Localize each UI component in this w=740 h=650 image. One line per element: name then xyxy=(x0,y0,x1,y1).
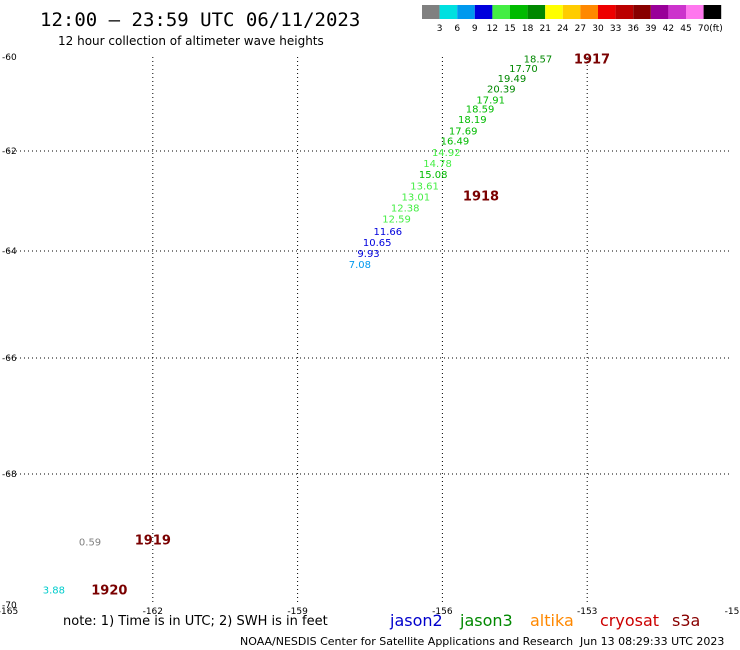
color-swatch xyxy=(615,5,634,19)
color-scale-label: 12 xyxy=(487,24,498,34)
y-tick-label: -66 xyxy=(2,354,17,364)
swh-value: 13.61 xyxy=(410,182,439,193)
swh-value: 7.08 xyxy=(349,260,371,271)
chart-subtitle: 12 hour collection of altimeter wave hei… xyxy=(58,34,324,48)
satellite-legend: jason2 jason3 altika cryosat s3a xyxy=(389,611,700,630)
swh-value: 0.59 xyxy=(79,537,101,548)
gridlines xyxy=(8,57,732,605)
y-tick-label: -60 xyxy=(2,53,17,63)
data-points: 18.5717.7019.4920.3917.9118.5918.1917.69… xyxy=(43,54,553,596)
color-swatch xyxy=(580,5,598,19)
color-swatch xyxy=(527,5,546,19)
chart-title: 12:00 – 23:59 UTC 06/11/2023 xyxy=(40,9,360,31)
color-scale-label: 30 xyxy=(592,24,604,34)
color-swatch xyxy=(439,5,458,19)
color-scale-unit: (ft) xyxy=(709,24,723,34)
color-scale-label: 9 xyxy=(472,24,478,34)
satellite-legend-item: altika xyxy=(530,611,574,630)
swh-value: 14.78 xyxy=(423,159,452,170)
swh-value: 12.38 xyxy=(391,204,420,215)
swh-value: 18.57 xyxy=(524,54,553,65)
time-mark: 1918 xyxy=(463,190,499,205)
swh-value: 20.39 xyxy=(487,84,516,95)
swh-value: 15.08 xyxy=(419,170,448,181)
color-scale-label: 39 xyxy=(645,24,657,34)
swh-value: 10.65 xyxy=(363,238,392,249)
color-swatch xyxy=(422,5,440,19)
time-mark: 1920 xyxy=(91,583,127,598)
color-scale-label: 45 xyxy=(680,24,691,34)
swh-value: 17.91 xyxy=(476,95,505,106)
plot-area: -165 -162 -159 -156 -153 -15 -60 -62 -64 -66 -68 -7… xyxy=(0,52,739,617)
x-tick-label: -159 xyxy=(287,607,308,617)
swh-value: 3.88 xyxy=(43,585,65,596)
swh-value: 17.69 xyxy=(449,126,478,137)
x-tick-label: -162 xyxy=(143,607,163,617)
color-scale-label: 42 xyxy=(663,24,674,34)
timestamp-text: Jun 13 08:29:33 UTC 2023 xyxy=(579,635,724,648)
swh-value: 18.19 xyxy=(458,115,487,126)
color-scale-label: 3 xyxy=(437,24,443,34)
y-tick-label: -64 xyxy=(2,247,17,257)
color-swatch xyxy=(650,5,669,19)
color-swatch xyxy=(703,5,722,19)
color-scale-label: 21 xyxy=(539,24,550,34)
color-scale-label: 27 xyxy=(575,24,586,34)
color-swatch xyxy=(633,5,651,19)
color-scale-label: 18 xyxy=(522,24,534,34)
color-scale-label: 15 xyxy=(504,24,515,34)
color-scale-label: 33 xyxy=(610,24,621,34)
swh-value: 19.49 xyxy=(498,74,527,85)
x-tick-label: -153 xyxy=(577,607,597,617)
x-tick-label: -156 xyxy=(432,607,453,617)
swh-value: 11.66 xyxy=(374,227,403,238)
swh-value: 17.70 xyxy=(509,64,538,75)
color-scale-legend: 3 6 9 12 15 18 21 24 27 30 33 36 39 42 45 70 (ft) xyxy=(422,5,723,34)
y-tick-label: -62 xyxy=(2,147,17,157)
time-mark: 1917 xyxy=(574,52,610,67)
swh-value: 9.93 xyxy=(357,249,379,260)
satellite-legend-item: s3a xyxy=(672,611,700,630)
color-swatch xyxy=(668,5,686,19)
time-mark: 1919 xyxy=(135,534,171,549)
satellite-legend-item: jason3 xyxy=(459,611,513,630)
x-tick-label: -165 xyxy=(0,607,18,617)
satellite-legend-item: jason2 xyxy=(389,611,443,630)
credit-text: NOAA/NESDIS Center for Satellite Applica… xyxy=(240,635,573,648)
color-scale-label: 6 xyxy=(454,24,460,34)
swh-value: 13.01 xyxy=(402,193,431,204)
color-swatch xyxy=(562,5,581,19)
color-swatch xyxy=(598,5,616,19)
y-tick-label: -68 xyxy=(2,470,17,480)
swh-value: 18.59 xyxy=(466,105,495,116)
color-swatch xyxy=(492,5,510,19)
color-swatch xyxy=(510,5,528,19)
swh-value: 14.92 xyxy=(432,148,461,159)
color-swatch xyxy=(545,5,563,19)
time-marks: 1917 1918 1919 1920 xyxy=(91,52,610,598)
y-tick-label: -70 xyxy=(2,601,17,611)
color-swatch xyxy=(686,5,704,19)
color-scale-label: 36 xyxy=(627,24,639,34)
x-tick-label: -15 xyxy=(725,607,740,617)
satellite-legend-item: cryosat xyxy=(600,611,659,630)
axis-tick-labels: -165 -162 -159 -156 -153 -15 -60 -62 -64 -66 -68 -7… xyxy=(0,53,739,617)
swh-value: 16.49 xyxy=(441,137,470,148)
color-scale-label: 70 xyxy=(698,24,710,34)
color-swatch xyxy=(474,5,493,19)
color-scale-label: 24 xyxy=(557,24,569,34)
swh-value: 12.59 xyxy=(382,215,411,226)
color-swatch xyxy=(457,5,475,19)
note-text: note: 1) Time is in UTC; 2) SWH is in fe… xyxy=(63,614,328,629)
